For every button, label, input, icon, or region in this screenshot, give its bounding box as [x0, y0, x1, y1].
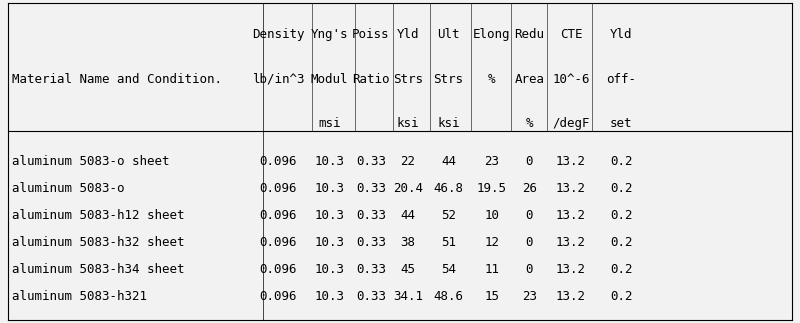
Text: msi: msi: [318, 117, 341, 130]
Text: 10^-6: 10^-6: [552, 73, 590, 86]
Text: 51: 51: [441, 236, 456, 249]
Text: 13.2: 13.2: [556, 182, 586, 195]
Text: 10.3: 10.3: [314, 209, 345, 222]
Text: ksi: ksi: [438, 117, 460, 130]
Text: 46.8: 46.8: [434, 182, 464, 195]
Text: Yng's: Yng's: [310, 28, 348, 41]
Text: Yld: Yld: [610, 28, 632, 41]
Text: Modul: Modul: [310, 73, 348, 86]
Text: 10.3: 10.3: [314, 182, 345, 195]
Text: aluminum 5083-o: aluminum 5083-o: [12, 182, 125, 195]
Text: Elong: Elong: [473, 28, 510, 41]
Text: /degF: /degF: [552, 117, 590, 130]
Text: 34.1: 34.1: [393, 289, 423, 303]
Text: 10.3: 10.3: [314, 263, 345, 276]
Text: 0: 0: [526, 263, 533, 276]
Text: 0.096: 0.096: [260, 209, 298, 222]
Text: 0.096: 0.096: [260, 155, 298, 168]
Text: 13.2: 13.2: [556, 236, 586, 249]
Text: 0.2: 0.2: [610, 263, 632, 276]
Text: aluminum 5083-h12 sheet: aluminum 5083-h12 sheet: [12, 209, 185, 222]
Text: 22: 22: [400, 155, 415, 168]
Text: lb/in^3: lb/in^3: [252, 73, 305, 86]
Text: 0.33: 0.33: [356, 182, 386, 195]
Text: off-: off-: [606, 73, 636, 86]
Text: 0.096: 0.096: [260, 236, 298, 249]
Text: 0.096: 0.096: [260, 289, 298, 303]
Text: set: set: [610, 117, 632, 130]
Text: 0.2: 0.2: [610, 182, 632, 195]
Text: 10.3: 10.3: [314, 289, 345, 303]
Text: 44: 44: [400, 209, 415, 222]
Text: 0.2: 0.2: [610, 236, 632, 249]
Text: Area: Area: [514, 73, 544, 86]
Text: 13.2: 13.2: [556, 289, 586, 303]
Text: 52: 52: [441, 209, 456, 222]
Text: Material Name and Condition.: Material Name and Condition.: [12, 73, 222, 86]
Text: 0.33: 0.33: [356, 155, 386, 168]
Text: 0.33: 0.33: [356, 289, 386, 303]
Text: Redu: Redu: [514, 28, 544, 41]
Text: 0.2: 0.2: [610, 209, 632, 222]
Text: ksi: ksi: [397, 117, 419, 130]
Text: 15: 15: [484, 289, 499, 303]
Text: aluminum 5083-o sheet: aluminum 5083-o sheet: [12, 155, 170, 168]
Text: 23: 23: [522, 289, 537, 303]
Text: 0.2: 0.2: [610, 155, 632, 168]
Text: 0: 0: [526, 236, 533, 249]
Text: 20.4: 20.4: [393, 182, 423, 195]
Text: 54: 54: [441, 263, 456, 276]
Text: 26: 26: [522, 182, 537, 195]
Text: 10.3: 10.3: [314, 236, 345, 249]
Text: 0.2: 0.2: [610, 289, 632, 303]
Text: Yld: Yld: [397, 28, 419, 41]
Text: 0.096: 0.096: [260, 263, 298, 276]
Text: Density: Density: [252, 28, 305, 41]
Text: 13.2: 13.2: [556, 209, 586, 222]
Text: 11: 11: [484, 263, 499, 276]
Text: 0.33: 0.33: [356, 209, 386, 222]
Text: 13.2: 13.2: [556, 263, 586, 276]
Text: Ult: Ult: [438, 28, 460, 41]
Text: Strs: Strs: [393, 73, 423, 86]
Text: aluminum 5083-h321: aluminum 5083-h321: [12, 289, 147, 303]
Text: 0.096: 0.096: [260, 182, 298, 195]
Text: 48.6: 48.6: [434, 289, 464, 303]
Text: Strs: Strs: [434, 73, 464, 86]
Text: 0: 0: [526, 209, 533, 222]
Text: 0.33: 0.33: [356, 236, 386, 249]
Text: aluminum 5083-h32 sheet: aluminum 5083-h32 sheet: [12, 236, 185, 249]
Text: 38: 38: [400, 236, 415, 249]
Text: %: %: [526, 117, 533, 130]
Text: Poiss: Poiss: [352, 28, 390, 41]
Text: 0.33: 0.33: [356, 263, 386, 276]
Text: 10: 10: [484, 209, 499, 222]
Text: 23: 23: [484, 155, 499, 168]
Text: 0: 0: [526, 155, 533, 168]
Text: CTE: CTE: [560, 28, 582, 41]
Text: 10.3: 10.3: [314, 155, 345, 168]
Text: Ratio: Ratio: [352, 73, 390, 86]
Text: 13.2: 13.2: [556, 155, 586, 168]
Text: 44: 44: [441, 155, 456, 168]
Text: 12: 12: [484, 236, 499, 249]
Text: 19.5: 19.5: [477, 182, 506, 195]
Text: 45: 45: [400, 263, 415, 276]
Text: %: %: [488, 73, 495, 86]
Text: aluminum 5083-h34 sheet: aluminum 5083-h34 sheet: [12, 263, 185, 276]
